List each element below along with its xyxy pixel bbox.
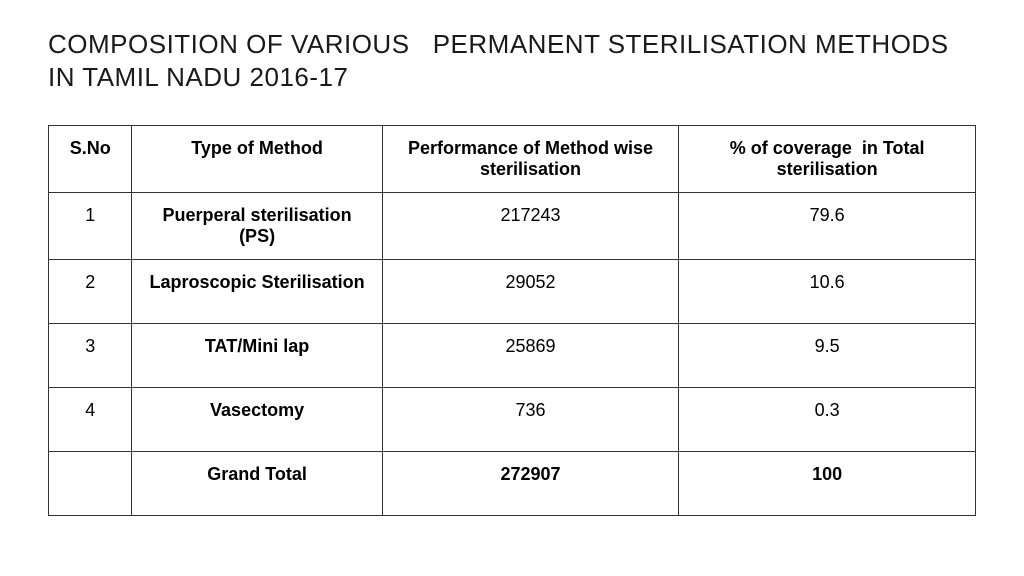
cell-method: Vasectomy [132, 388, 382, 452]
col-header-sno: S.No [49, 126, 132, 193]
cell-sno: 3 [49, 324, 132, 388]
col-header-performance: Performance of Method wise sterilisation [382, 126, 679, 193]
cell-method: TAT/Mini lap [132, 324, 382, 388]
cell-coverage: 0.3 [679, 388, 976, 452]
table-header-row: S.No Type of Method Performance of Metho… [49, 126, 976, 193]
table-row: 2 Laproscopic Sterilisation 29052 10.6 [49, 260, 976, 324]
table-row: 4 Vasectomy 736 0.3 [49, 388, 976, 452]
col-header-coverage: % of coverage in Total sterilisation [679, 126, 976, 193]
sterilisation-table: S.No Type of Method Performance of Metho… [48, 125, 976, 516]
cell-method: Grand Total [132, 452, 382, 516]
table-row: 1 Puerperal sterilisation (PS) 217243 79… [49, 193, 976, 260]
cell-performance: 25869 [382, 324, 679, 388]
cell-coverage: 79.6 [679, 193, 976, 260]
cell-performance: 217243 [382, 193, 679, 260]
cell-sno [49, 452, 132, 516]
cell-performance: 272907 [382, 452, 679, 516]
col-header-method: Type of Method [132, 126, 382, 193]
cell-coverage: 9.5 [679, 324, 976, 388]
cell-performance: 736 [382, 388, 679, 452]
cell-sno: 4 [49, 388, 132, 452]
cell-method: Laproscopic Sterilisation [132, 260, 382, 324]
cell-sno: 2 [49, 260, 132, 324]
cell-coverage: 100 [679, 452, 976, 516]
cell-method: Puerperal sterilisation (PS) [132, 193, 382, 260]
table-total-row: Grand Total 272907 100 [49, 452, 976, 516]
cell-performance: 29052 [382, 260, 679, 324]
cell-coverage: 10.6 [679, 260, 976, 324]
page-title: COMPOSITION OF VARIOUS PERMANENT STERILI… [48, 28, 976, 93]
table-row: 3 TAT/Mini lap 25869 9.5 [49, 324, 976, 388]
cell-sno: 1 [49, 193, 132, 260]
